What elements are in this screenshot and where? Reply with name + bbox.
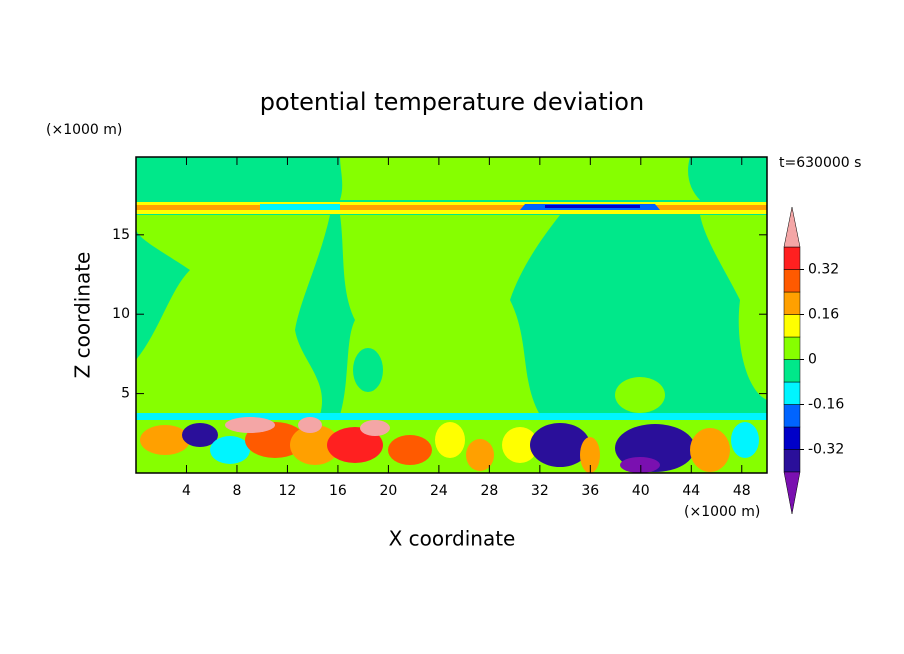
colorbar-box: [783, 336, 801, 360]
colorbar-box: [783, 269, 801, 293]
x-tick-label: 36: [581, 483, 599, 499]
colorbar-box: [783, 246, 801, 270]
contour-region: [700, 215, 767, 400]
contour-region: [615, 377, 665, 413]
colorbar-tick-label: -0.16: [808, 397, 844, 413]
colorbar-box: [783, 359, 801, 383]
x-tick-label: 32: [531, 483, 549, 499]
contour-region: [340, 215, 560, 415]
x-tick-label: 12: [279, 483, 297, 499]
contour-region: [435, 422, 465, 458]
x-tick-label: 44: [682, 483, 700, 499]
x-tick-label: 20: [379, 483, 397, 499]
y-tick-label: 5: [121, 386, 130, 402]
x-tick-label: 48: [733, 483, 751, 499]
contour-region: [545, 205, 640, 208]
y-unit: (×1000 m): [46, 122, 122, 138]
contour-region: [136, 215, 330, 415]
y-tick-label: 15: [112, 227, 130, 243]
contour-region: [136, 205, 767, 210]
x-axis-label: X coordinate: [389, 527, 516, 551]
contour-region: [298, 417, 322, 433]
contour-region: [290, 425, 340, 465]
colorbar-under: [783, 471, 801, 515]
colorbar-tick-label: -0.32: [808, 442, 844, 458]
contour-region: [140, 425, 190, 455]
contour-region: [225, 417, 275, 433]
y-tick-label: 10: [112, 306, 130, 322]
contour-region: [388, 435, 432, 465]
x-tick-label: 16: [329, 483, 347, 499]
colorbar-over: [783, 206, 801, 248]
x-unit: (×1000 m): [684, 504, 760, 520]
colorbar-box: [783, 381, 801, 405]
contour-region: [327, 427, 383, 463]
colorbar-tick-label: 0.32: [808, 262, 839, 278]
annotation: t=630000 s: [779, 155, 861, 171]
contour-region: [466, 439, 494, 471]
contour-region: [182, 423, 218, 447]
contour-region: [502, 427, 538, 463]
contour-region: [731, 422, 759, 458]
contour-region: [260, 204, 340, 210]
colorbar-box: [783, 449, 801, 473]
contour-region: [136, 413, 767, 421]
contour-region: [210, 436, 250, 464]
x-tick-label: 40: [632, 483, 650, 499]
x-tick-label: 28: [480, 483, 498, 499]
contour-region: [353, 348, 383, 392]
contour-region: [530, 423, 590, 467]
colorbar-tick-label: 0: [808, 352, 817, 368]
colorbar-box: [783, 291, 801, 315]
chart-title: potential temperature deviation: [260, 88, 644, 116]
colorbar-box: [783, 404, 801, 428]
colorbar-box: [783, 314, 801, 338]
contour-region: [620, 457, 660, 473]
x-tick-label: 8: [232, 483, 241, 499]
contour-region: [580, 437, 600, 473]
contour-region: [690, 428, 730, 472]
colorbar-tick-label: 0.16: [808, 307, 839, 323]
contour-region: [340, 157, 700, 200]
plot-frame: [135, 156, 768, 474]
x-tick-label: 24: [430, 483, 448, 499]
y-axis-label: Z coordinate: [71, 252, 95, 379]
x-tick-label: 4: [182, 483, 191, 499]
contour-region: [360, 420, 390, 436]
contour-field: [136, 157, 767, 473]
colorbar-box: [783, 426, 801, 450]
